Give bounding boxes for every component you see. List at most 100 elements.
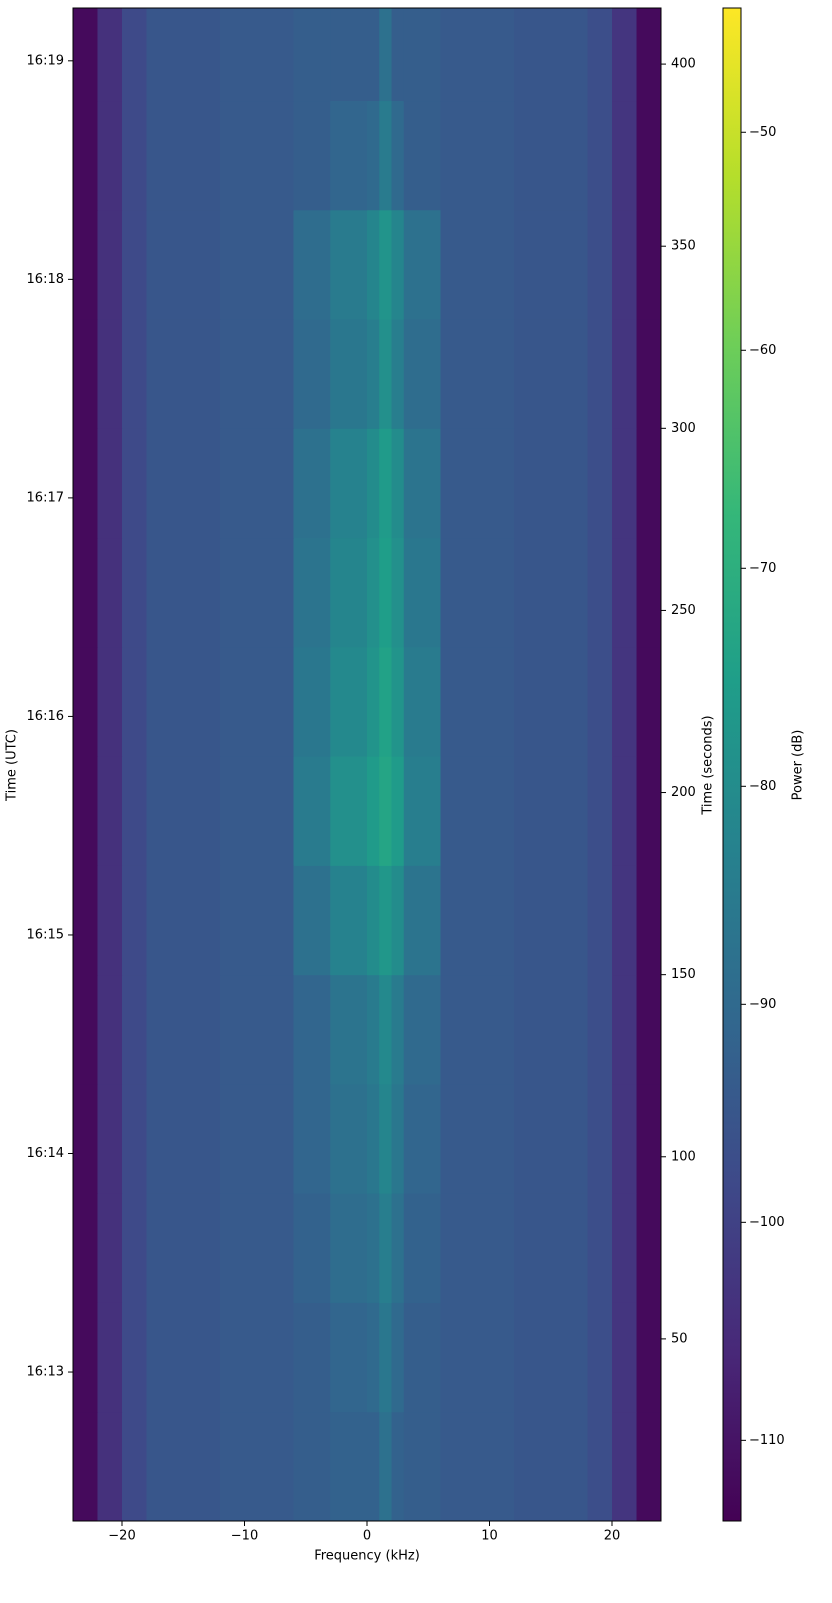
heatmap-cell (440, 1083, 515, 1194)
heatmap-cell (403, 428, 441, 539)
heatmap-cell (379, 1302, 392, 1413)
heatmap-cell (440, 646, 515, 757)
heatmap-cell (612, 1083, 637, 1194)
heatmap-cell (636, 428, 662, 539)
colorbar-tick-label: −80 (749, 779, 776, 794)
heatmap-cell (403, 1302, 441, 1413)
heatmap-cell (220, 1302, 294, 1413)
heatmap-cell (122, 1411, 147, 1522)
heatmap-cell (146, 865, 221, 976)
heatmap-cell (403, 1193, 441, 1303)
colorbar-tick-label: −70 (749, 561, 776, 576)
heatmap-cell (391, 428, 405, 539)
heatmap-cell (122, 756, 147, 866)
y2-axis-label: Time (seconds) (701, 715, 716, 815)
heatmap-cell (97, 8, 123, 102)
y-tick-label: 16:15 (27, 927, 64, 942)
y2-tick-label: 350 (671, 239, 696, 254)
x-tick-label: 20 (604, 1529, 621, 1544)
heatmap-cell (367, 428, 380, 539)
y-tick-label: 16:19 (27, 53, 64, 68)
heatmap-cell (330, 428, 368, 539)
heatmap-cell (293, 1302, 331, 1413)
heatmap-cell (146, 646, 221, 757)
heatmap-cell (122, 8, 147, 102)
heatmap-cell (636, 974, 662, 1085)
heatmap-cell (391, 8, 405, 102)
y-axis-label: Time (UTC) (5, 729, 20, 802)
heatmap-cell (97, 756, 123, 866)
heatmap-cell (122, 1302, 147, 1413)
y-tick-label: 16:17 (27, 490, 64, 505)
heatmap-cell (293, 646, 331, 757)
heatmap-cell (440, 209, 515, 320)
heatmap-cell (587, 646, 613, 757)
heatmap-cell (293, 1411, 331, 1522)
heatmap-cell (146, 8, 221, 102)
heatmap-cell (391, 1193, 405, 1303)
heatmap-cell (367, 974, 380, 1085)
heatmap-cell (330, 537, 368, 648)
heatmap-cell (73, 428, 98, 539)
heatmap-cell (367, 1302, 380, 1413)
y2-tick-label: 50 (671, 1331, 688, 1346)
heatmap-cell (587, 865, 613, 976)
heatmap-cell (367, 319, 380, 429)
heatmap-cell (293, 756, 331, 866)
heatmap-cell (122, 428, 147, 539)
heatmap-cell (391, 209, 405, 320)
y2-tick-label: 300 (671, 421, 696, 436)
heatmap-cell (391, 974, 405, 1085)
heatmap-cell (587, 1083, 613, 1194)
heatmap-cell (391, 1302, 405, 1413)
heatmap-cell (293, 319, 331, 429)
heatmap-cell (587, 428, 613, 539)
heatmap-cell (220, 8, 294, 102)
heatmap-cell (612, 537, 637, 648)
heatmap-cell (440, 319, 515, 429)
heatmap-cell (220, 428, 294, 539)
heatmap-cell (587, 319, 613, 429)
heatmap-cell (636, 8, 662, 102)
heatmap-cell (514, 319, 588, 429)
heatmap-cell (293, 428, 331, 539)
heatmap-cell (367, 865, 380, 976)
heatmap-cell (612, 209, 637, 320)
x-tick-label: 0 (363, 1529, 371, 1544)
heatmap-cell (146, 100, 221, 211)
heatmap-cell (391, 100, 405, 211)
colorbar (722, 7, 742, 1522)
heatmap-cell (330, 1411, 368, 1522)
heatmap-cell (391, 319, 405, 429)
heatmap-cell (379, 319, 392, 429)
heatmap-cell (73, 865, 98, 976)
heatmap-cell (122, 974, 147, 1085)
heatmap-cell (73, 756, 98, 866)
heatmap-cell (367, 209, 380, 320)
heatmap-cell (220, 1083, 294, 1194)
heatmap-cell (403, 756, 441, 866)
heatmap-cell (403, 1411, 441, 1522)
heatmap-cell (122, 100, 147, 211)
heatmap-cell (514, 974, 588, 1085)
heatmap-cell (293, 1083, 331, 1194)
heatmap-cell (440, 756, 515, 866)
heatmap-cell (122, 646, 147, 757)
heatmap-cell (73, 1411, 98, 1522)
heatmap-cell (612, 1302, 637, 1413)
heatmap-cell (330, 865, 368, 976)
heatmap-cell (220, 209, 294, 320)
heatmap-cell (514, 865, 588, 976)
heatmap-cell (97, 319, 123, 429)
heatmap-cell (73, 100, 98, 211)
heatmap-cell (330, 319, 368, 429)
heatmap-cell (636, 1302, 662, 1413)
heatmap-cell (367, 1083, 380, 1194)
heatmap-cell (293, 209, 331, 320)
heatmap-cell (587, 756, 613, 866)
heatmap-cell (514, 209, 588, 320)
heatmap-cell (367, 100, 380, 211)
heatmap-cell (97, 1302, 123, 1413)
heatmap-cell (440, 974, 515, 1085)
